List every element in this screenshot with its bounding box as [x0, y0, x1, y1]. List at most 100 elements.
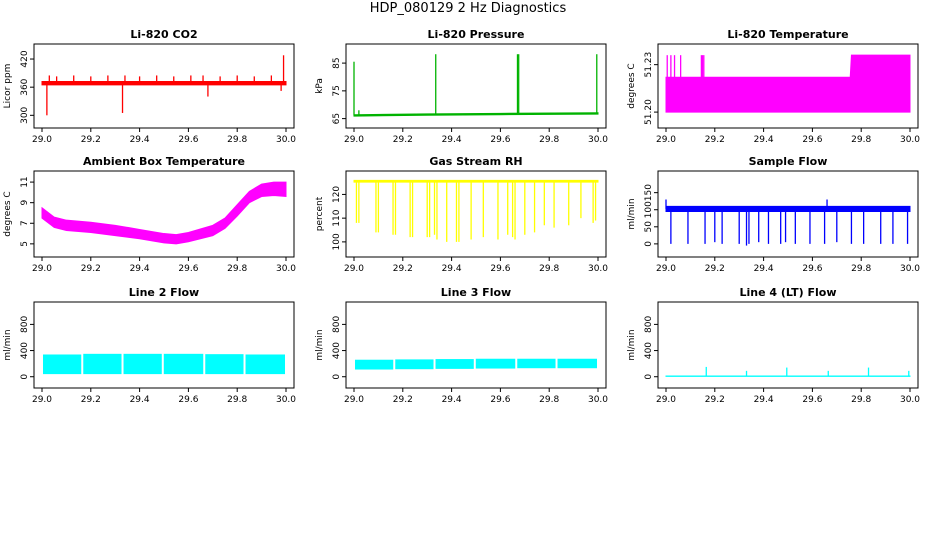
x-tick-label: 29.2 — [393, 135, 413, 145]
y-axis-label: ml/min — [627, 329, 637, 360]
x-tick-label: 30.0 — [900, 135, 920, 145]
plot-frame — [33, 43, 295, 129]
y-axis-label: Licor ppm — [3, 64, 13, 109]
data-band — [665, 205, 911, 212]
x-tick-label: 29.6 — [490, 135, 510, 145]
x-tick-label: 30.0 — [588, 395, 608, 405]
x-tick-label: 29.6 — [802, 135, 822, 145]
y-tick-label: 100 — [644, 201, 654, 218]
chart-panel: Gas Stream RH 29.0 29.2 29.4 29.6 29.8 30.0 100… — [315, 155, 608, 274]
x-tick-label: 29.8 — [539, 395, 559, 405]
y-tick-label: 7 — [20, 220, 30, 226]
chart-panel: Ambient Box Temperature 29.0 29.2 29.4 29.6 2… — [3, 155, 296, 274]
x-tick-label: 29.8 — [227, 264, 247, 274]
data-block — [123, 353, 162, 375]
y-tick-label: 800 — [332, 316, 342, 333]
x-tick-label: 29.2 — [393, 395, 413, 405]
y-tick-label: 150 — [644, 184, 654, 201]
chart-panel: Line 4 (LT) Flow 29.0 29.2 29.4 29.6 29.8 30.0… — [627, 286, 920, 405]
x-tick-label: 30.0 — [900, 264, 920, 274]
y-tick-label: 75 — [332, 85, 342, 96]
x-tick-label: 29.2 — [81, 135, 101, 145]
plot-frame — [657, 170, 919, 258]
y-axis-label: degrees C — [3, 191, 13, 236]
y-tick-label: 400 — [644, 342, 654, 359]
data-block — [475, 358, 516, 369]
x-tick-label: 29.2 — [705, 264, 725, 274]
x-tick-label: 29.4 — [442, 135, 462, 145]
x-tick-label: 30.0 — [588, 135, 608, 145]
x-tick-label: 29.6 — [178, 264, 198, 274]
chart-panel: Sample Flow 29.0 29.2 29.4 29.6 29.8 30.0 0 50 10… — [627, 155, 920, 274]
x-tick-label: 29.0 — [344, 135, 364, 145]
x-tick-label: 29.8 — [851, 264, 871, 274]
plot-frame — [33, 301, 295, 389]
y-axis-label: percent — [315, 196, 325, 231]
chart-title: Gas Stream RH — [429, 155, 522, 168]
x-tick-label: 30.0 — [276, 264, 296, 274]
x-tick-label: 29.8 — [851, 395, 871, 405]
chart-title: Line 2 Flow — [129, 286, 199, 299]
x-tick-label: 30.0 — [588, 264, 608, 274]
chart-panel: Li-820 CO2 29.0 29.2 29.4 29.6 29.8 30.0 300 360… — [3, 28, 296, 145]
x-tick-label: 29.0 — [344, 264, 364, 274]
x-tick-label: 29.6 — [802, 264, 822, 274]
figure-title: HDP_080129 2 Hz Diagnostics — [369, 1, 567, 16]
data-band — [41, 181, 287, 245]
x-tick-label: 29.8 — [851, 135, 871, 145]
chart-panel: Line 2 Flow 29.0 29.2 29.4 29.6 29.8 30.0 0 400 8… — [3, 286, 296, 405]
y-tick-label: 100 — [332, 233, 342, 250]
y-tick-label: 5 — [20, 241, 30, 247]
plot-frame — [345, 301, 607, 389]
x-tick-label: 29.4 — [442, 395, 462, 405]
y-tick-label: 85 — [332, 57, 342, 68]
x-tick-label: 29.0 — [32, 264, 52, 274]
data-band — [41, 81, 287, 86]
x-tick-label: 29.0 — [656, 264, 676, 274]
chart-title: Line 4 (LT) Flow — [740, 286, 837, 299]
y-tick-label: 400 — [20, 342, 30, 359]
plot-frame — [345, 43, 607, 129]
x-tick-label: 29.4 — [130, 395, 150, 405]
y-tick-label: 65 — [332, 113, 342, 124]
data-band — [353, 112, 599, 117]
y-tick-label: 120 — [332, 186, 342, 203]
x-tick-label: 30.0 — [276, 135, 296, 145]
y-tick-label: 0 — [332, 374, 342, 380]
data-block — [395, 359, 434, 370]
x-tick-label: 29.4 — [754, 264, 774, 274]
y-tick-label: 800 — [644, 316, 654, 333]
x-tick-label: 29.4 — [130, 135, 150, 145]
data-block — [517, 358, 556, 369]
y-tick-label: 51.23 — [644, 52, 654, 78]
plot-frame — [657, 301, 919, 389]
plot-frame — [345, 170, 607, 258]
data-block — [163, 353, 204, 375]
data-block — [557, 358, 597, 369]
data-block — [435, 359, 474, 369]
plot-frame — [657, 43, 919, 129]
x-tick-label: 29.2 — [81, 395, 101, 405]
y-tick-label: 11 — [20, 176, 30, 187]
plot-frame — [33, 170, 295, 258]
x-tick-label: 29.0 — [32, 395, 52, 405]
y-axis-label: ml/min — [627, 198, 637, 229]
y-axis-label: degrees C — [627, 63, 637, 108]
chart-title: Ambient Box Temperature — [83, 155, 245, 168]
x-tick-label: 30.0 — [900, 395, 920, 405]
chart-panel: Li-820 Pressure 29.0 29.2 29.4 29.6 29.8 30.0 6… — [315, 28, 608, 145]
x-tick-label: 29.6 — [490, 395, 510, 405]
x-tick-label: 29.0 — [32, 135, 52, 145]
y-tick-label: 9 — [20, 200, 30, 206]
data-band — [353, 179, 599, 183]
x-tick-label: 29.4 — [442, 264, 462, 274]
y-tick-label: 0 — [644, 374, 654, 380]
data-block — [83, 353, 122, 375]
x-tick-label: 29.2 — [393, 264, 413, 274]
y-tick-label: 50 — [644, 221, 654, 233]
y-tick-label: 110 — [332, 209, 342, 226]
x-tick-label: 29.4 — [130, 264, 150, 274]
chart-panel: Li-820 Temperature 29.0 29.2 29.4 29.6 29.8 30… — [627, 28, 920, 145]
x-tick-label: 29.8 — [227, 395, 247, 405]
